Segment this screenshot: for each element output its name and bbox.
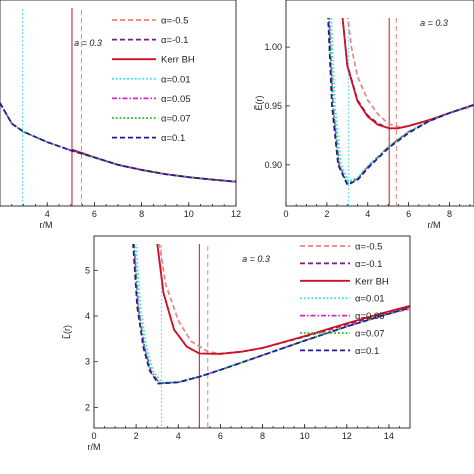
- series-line-7: [0, 102, 236, 183]
- y-tick-label: 3: [85, 357, 90, 367]
- series-line-6: [0, 102, 236, 183]
- plot-area: [327, 18, 474, 206]
- legend-label: α=0.05: [161, 94, 191, 105]
- plot-area: [0, 8, 236, 206]
- y-tick-label: 0.95: [264, 101, 282, 111]
- legend-label: Kerr BH: [161, 55, 195, 66]
- spin-annotation: a = 0.3: [74, 38, 102, 48]
- x-tick-label: 14: [384, 431, 394, 441]
- legend-label: α=-0.1: [161, 35, 188, 46]
- series-line-7: [132, 244, 410, 385]
- y-tick-label: 2: [85, 402, 90, 412]
- series-line-5: [0, 102, 236, 183]
- chart-panel-1: 4 6 8 10 12 r/M a = 0.3 α=-0.5 α=-0.1 Kerr BH α=0.…: [0, 0, 241, 230]
- legend-label: α=-0.5: [355, 242, 382, 253]
- x-tick-label: 0: [91, 431, 96, 441]
- x-tick-label: 8: [260, 431, 265, 441]
- spin-annotation: a = 0.3: [420, 18, 448, 28]
- chart-panel-2: 0 2 4 6 8 0.90 0.95 1.00 r/M Ẽ(r) a = 0.3: [254, 0, 474, 230]
- x-tick-label: 6: [406, 209, 411, 219]
- y-tick-label: 4: [85, 311, 90, 321]
- x-tick-label: 6: [92, 209, 97, 219]
- legend-label: α=0.05: [355, 311, 385, 322]
- legend-label: α=-0.1: [355, 259, 382, 270]
- x-tick-label: 10: [300, 431, 310, 441]
- x-tick-label: 4: [365, 209, 370, 219]
- series-line-2: [72, 149, 236, 183]
- x-tick-label: 8: [139, 209, 144, 219]
- x-tick-label: 0: [283, 209, 288, 219]
- y-tick-label: 0.90: [264, 160, 282, 170]
- x-tick-label: 12: [342, 431, 352, 441]
- plot-area: [132, 244, 410, 428]
- plot-frame: [285, 0, 474, 207]
- legend-label: α=0.07: [161, 114, 191, 125]
- y-tick-label: 1.00: [264, 42, 282, 52]
- legend-label: α=0.01: [355, 294, 385, 305]
- series-line-5: [133, 244, 410, 385]
- spin-annotation: a = 0.3: [242, 254, 270, 264]
- x-tick-label: 4: [45, 209, 50, 219]
- series-line-1: [346, 18, 474, 128]
- legend-label: α=0.07: [355, 329, 385, 340]
- legend-label: α=-0.5: [161, 16, 188, 27]
- series-line-7: [327, 18, 474, 186]
- x-tick-label: 8: [447, 209, 452, 219]
- legend: α=-0.5 α=-0.1 Kerr BH α=0.01 α=0.05 α=0.07 α=0…: [112, 16, 195, 144]
- legend-label: α=0.01: [161, 74, 191, 85]
- x-axis-label: r/M: [88, 442, 101, 452]
- x-tick-label: 4: [176, 431, 181, 441]
- legend-label: α=0.1: [161, 133, 185, 144]
- legend-label: Kerr BH: [355, 276, 389, 287]
- x-tick-label: 2: [134, 431, 139, 441]
- x-axis-label: r/M: [428, 220, 441, 230]
- y-axis-label: L̃(r): [62, 325, 72, 339]
- y-axis-label: Ẽ(r): [254, 96, 264, 111]
- series-line-4: [330, 18, 474, 183]
- legend: α=-0.5 α=-0.1 Kerr BH α=0.01 α=0.05 α=0.07 α=0…: [300, 242, 389, 357]
- legend-label: α=0.1: [355, 346, 379, 357]
- series-line-3: [156, 244, 410, 355]
- x-tick-label: 12: [231, 209, 241, 219]
- series-line-4: [0, 102, 236, 183]
- plot-frame: [0, 0, 237, 207]
- x-tick-label: 10: [184, 209, 194, 219]
- series-line-1: [81, 151, 236, 183]
- x-tick-label: 6: [218, 431, 223, 441]
- x-axis-label: r/M: [40, 220, 53, 230]
- y-tick-label: 5: [85, 265, 90, 275]
- series-line-3: [71, 148, 236, 183]
- x-tick-label: 2: [324, 209, 329, 219]
